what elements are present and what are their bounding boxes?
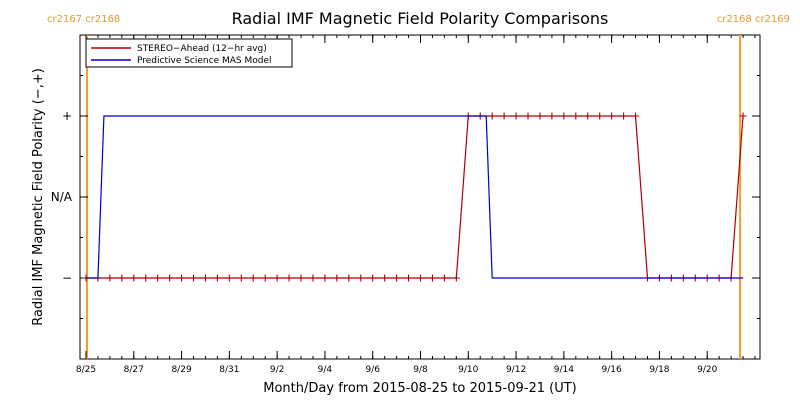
data-point bbox=[357, 274, 365, 282]
data-point bbox=[596, 112, 604, 120]
data-point bbox=[285, 274, 293, 282]
y-tick-label: + bbox=[62, 109, 72, 123]
chart-title: Radial IMF Magnetic Field Polarity Compa… bbox=[232, 9, 609, 28]
data-point bbox=[106, 274, 114, 282]
x-tick-label: 8/25 bbox=[76, 365, 96, 375]
data-point bbox=[393, 274, 401, 282]
data-point bbox=[154, 274, 162, 282]
data-point bbox=[130, 274, 138, 282]
data-point bbox=[584, 112, 592, 120]
data-point bbox=[548, 112, 556, 120]
legend-box bbox=[85, 38, 293, 68]
x-tick-label: 9/2 bbox=[270, 365, 284, 375]
y-tick-label: − bbox=[62, 271, 72, 285]
carrington-marker-label: cr2168 cr2169 bbox=[717, 14, 790, 25]
legend-label: Predictive Science MAS Model bbox=[137, 56, 272, 66]
data-point bbox=[632, 112, 640, 120]
x-tick-label: 9/20 bbox=[697, 365, 717, 375]
legend-label: STEREO−Ahead (12−hr avg) bbox=[137, 44, 267, 54]
data-point bbox=[190, 274, 198, 282]
x-tick-label: 9/4 bbox=[318, 365, 333, 375]
y-tick-label: N/A bbox=[51, 190, 73, 204]
data-point bbox=[381, 274, 389, 282]
legend: STEREO−Ahead (12−hr avg) Predictive Scien… bbox=[85, 38, 293, 68]
data-point bbox=[417, 274, 424, 282]
data-point bbox=[118, 274, 126, 282]
x-tick-label: 8/29 bbox=[171, 365, 191, 375]
x-tick-label: 9/18 bbox=[649, 365, 669, 375]
series-line bbox=[86, 115, 744, 279]
data-point bbox=[249, 274, 257, 282]
data-point bbox=[309, 274, 317, 282]
series-line bbox=[86, 115, 744, 279]
plot-frame bbox=[79, 34, 761, 360]
y-axis-label: Radial IMF Magnetic Field Polarity (−,+) bbox=[31, 68, 46, 326]
data-point bbox=[500, 112, 508, 120]
data-point bbox=[321, 274, 329, 282]
series-mas-model bbox=[86, 115, 744, 279]
carrington-marker-label: cr2167 cr2168 bbox=[47, 14, 120, 25]
data-point bbox=[213, 274, 221, 282]
data-point bbox=[536, 112, 544, 120]
data-point bbox=[225, 274, 233, 282]
data-point bbox=[178, 274, 186, 282]
data-point bbox=[512, 112, 520, 120]
data-point bbox=[201, 274, 209, 282]
x-tick-label: 9/12 bbox=[506, 365, 526, 375]
x-tick-label: 9/10 bbox=[458, 365, 478, 375]
x-axis-label: Month/Day from 2015-08-25 to 2015-09-21 … bbox=[263, 381, 576, 396]
data-point bbox=[237, 274, 245, 282]
data-point bbox=[608, 112, 616, 120]
data-point bbox=[333, 274, 341, 282]
data-point bbox=[739, 112, 747, 120]
data-point bbox=[345, 274, 353, 282]
x-tick-label: 9/8 bbox=[413, 365, 428, 375]
x-tick-label: 8/31 bbox=[219, 365, 239, 375]
data-point bbox=[572, 112, 580, 120]
data-point bbox=[142, 274, 150, 282]
data-point bbox=[428, 274, 436, 282]
data-point bbox=[405, 274, 413, 282]
data-point bbox=[488, 112, 496, 120]
data-point bbox=[440, 274, 448, 282]
data-point bbox=[166, 274, 174, 282]
x-tick-label: 9/6 bbox=[365, 365, 380, 375]
data-point bbox=[273, 274, 281, 282]
data-point bbox=[560, 112, 568, 120]
data-point bbox=[452, 274, 460, 282]
data-point bbox=[261, 274, 269, 282]
x-tick-label: 8/27 bbox=[124, 365, 144, 375]
data-point bbox=[369, 274, 377, 282]
x-tick-label: 9/14 bbox=[554, 365, 574, 375]
data-point bbox=[524, 112, 532, 120]
data-point bbox=[297, 274, 305, 282]
data-point bbox=[620, 112, 628, 120]
series-stereo-ahead bbox=[82, 112, 747, 282]
x-tick-label: 9/16 bbox=[602, 365, 622, 375]
